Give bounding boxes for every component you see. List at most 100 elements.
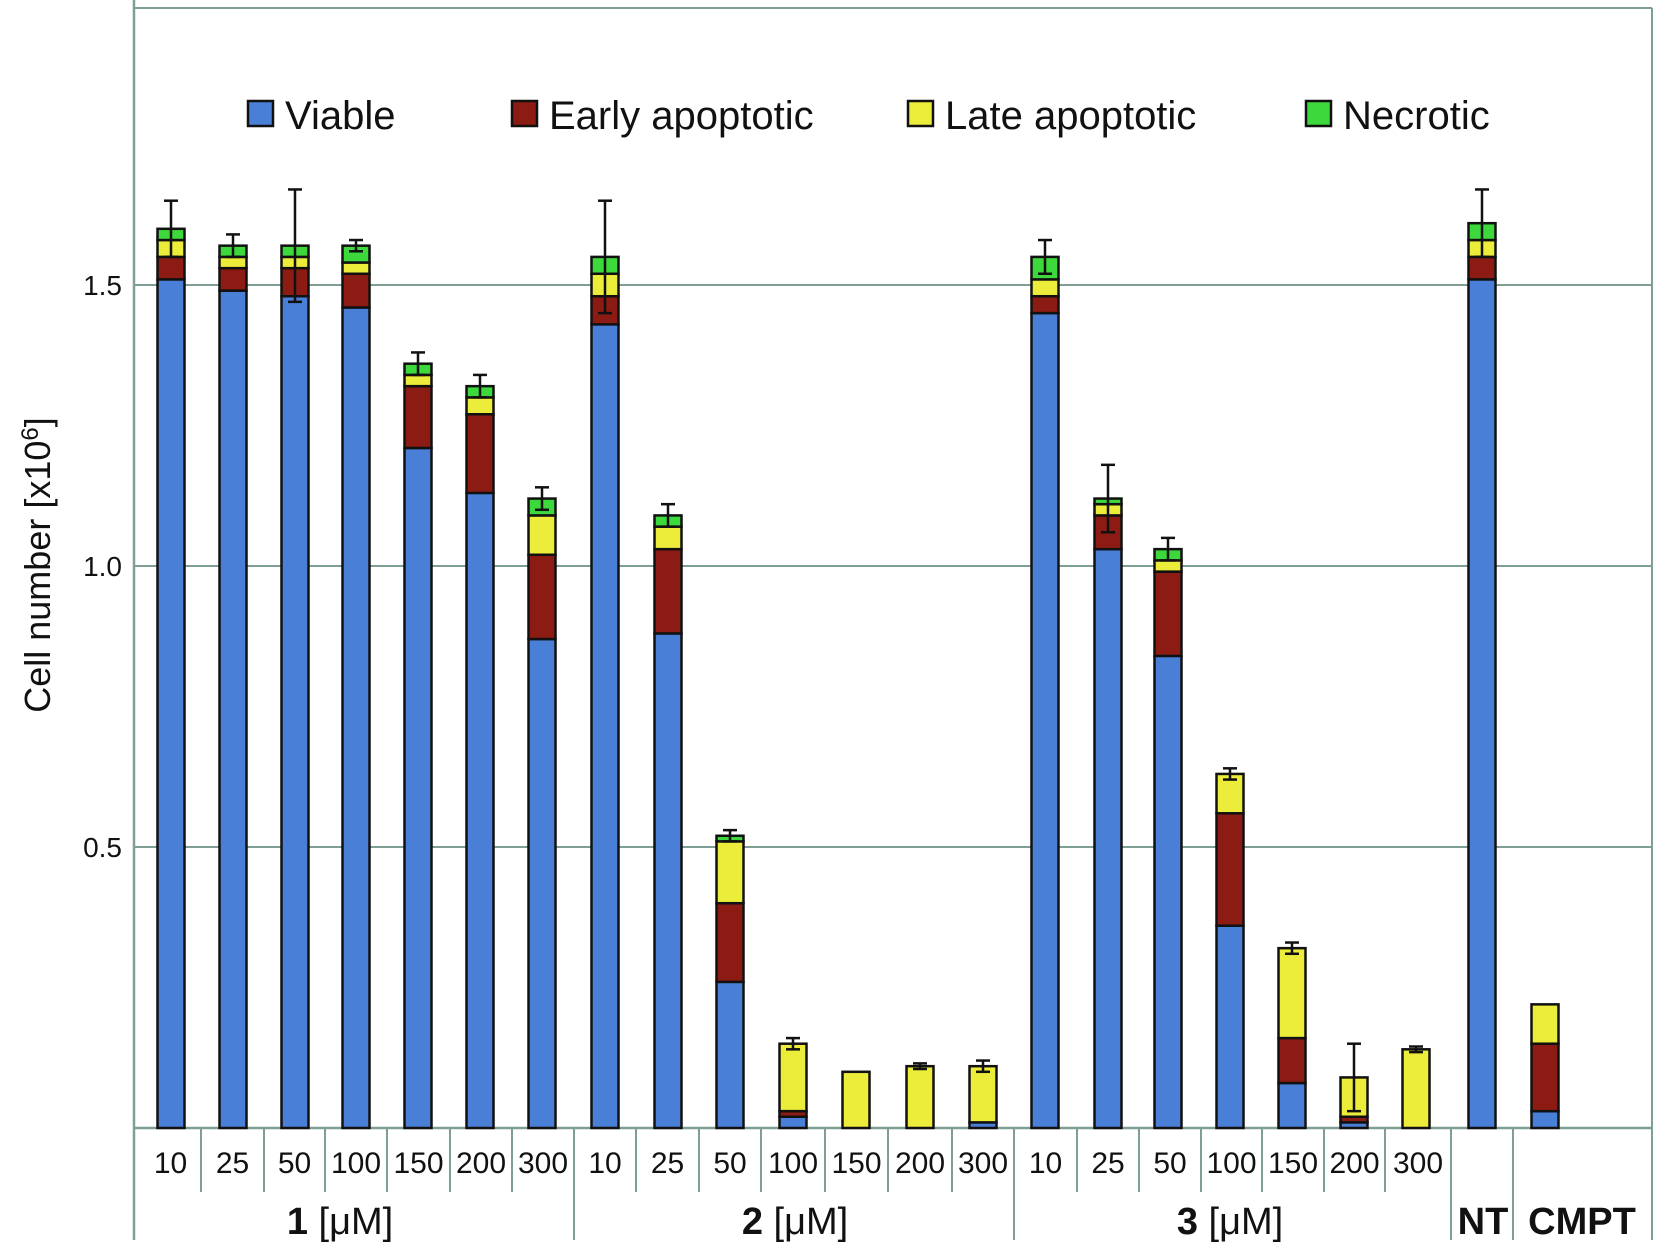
- error-bar-17: [1161, 536, 1175, 562]
- legend-swatch: [246, 99, 275, 128]
- bar-segment-viable: [218, 289, 248, 1130]
- axes: [132, 0, 1653, 1240]
- bar-segment-early-apoptotic: [715, 901, 745, 984]
- bar-stack-14: [968, 1064, 998, 1130]
- group-label-bold: 3: [1177, 1201, 1198, 1243]
- group-label-bold: 2: [742, 1201, 763, 1243]
- legend-label: Early apoptotic: [549, 94, 814, 138]
- error-bar-7: [535, 486, 549, 512]
- bar-stack-17: [1153, 547, 1183, 1130]
- error-bar-3: [288, 188, 302, 304]
- bar-segment-early-apoptotic: [218, 266, 248, 292]
- bar-segment-late-apoptotic: [968, 1064, 998, 1124]
- x-tick-label: 150: [1268, 1147, 1318, 1180]
- error-bar-11: [786, 1036, 800, 1051]
- legend-swatch: [510, 99, 539, 128]
- bar-segment-viable: [1467, 278, 1497, 1130]
- bar-segment-early-apoptotic: [465, 413, 495, 495]
- bar-segment-early-apoptotic: [156, 255, 186, 281]
- x-tick-label: 100: [331, 1147, 381, 1180]
- error-bar-4: [349, 238, 363, 253]
- legend-item-viable: Viable: [246, 94, 395, 138]
- bar-stack-4: [341, 244, 371, 1130]
- error-bar-18: [1223, 767, 1237, 781]
- bar-segment-viable: [403, 446, 433, 1130]
- bar-segment-late-apoptotic: [1030, 278, 1060, 298]
- y-tick-label: 1.0: [83, 551, 122, 582]
- x-tick-label: 25: [1091, 1147, 1124, 1180]
- bar-segment-late-apoptotic: [218, 255, 248, 270]
- group-label-nt: NT: [1458, 1201, 1509, 1243]
- bar-segment-late-apoptotic: [778, 1042, 808, 1113]
- bar-stack-3: [280, 244, 310, 1130]
- bar-segment-viable: [778, 1115, 808, 1130]
- legend-item-early-apoptotic: Early apoptotic: [510, 94, 814, 138]
- bar-stack-23: [1530, 1003, 1560, 1130]
- bar-stack-7: [527, 497, 557, 1130]
- bar-segment-viable: [1030, 311, 1060, 1130]
- bar-stack-18: [1215, 772, 1245, 1130]
- group-label-unit: [μM]: [763, 1201, 848, 1243]
- bar-segment-early-apoptotic: [1153, 570, 1183, 658]
- group-label-1: 1 [μM]: [287, 1201, 393, 1243]
- error-bar-8: [598, 199, 612, 315]
- error-bar-14: [976, 1059, 990, 1074]
- group-label-bold: NT: [1458, 1201, 1509, 1243]
- bar-stack-6: [465, 384, 495, 1130]
- y-tick-label: 1.5: [83, 270, 122, 301]
- bar-segment-viable: [341, 306, 371, 1130]
- bar-segment-late-apoptotic: [715, 840, 745, 905]
- x-tick-label: 150: [393, 1147, 443, 1180]
- bar-stack-10: [715, 834, 745, 1130]
- bar-segment-viable: [156, 278, 186, 1130]
- bar-stack-19: [1277, 946, 1307, 1130]
- bar-segment-viable: [1277, 1081, 1307, 1130]
- x-tick-label: 200: [895, 1147, 945, 1180]
- bar-segment-late-apoptotic: [905, 1064, 935, 1130]
- y-axis-title: Cell number [x106]: [17, 417, 58, 713]
- y-tick-label: 0.5: [83, 832, 122, 863]
- bar-segment-viable: [590, 323, 620, 1130]
- bar-segment-viable: [653, 632, 683, 1130]
- legend-item-necrotic: Necrotic: [1304, 94, 1490, 138]
- x-tick-label: 300: [518, 1147, 568, 1180]
- bar-segment-late-apoptotic: [1530, 1003, 1560, 1045]
- bar-stack-1: [156, 227, 186, 1130]
- gridlines: [134, 284, 1652, 848]
- x-tick-label: 200: [456, 1147, 506, 1180]
- legend-label: Viable: [285, 94, 395, 138]
- x-tick-label: 25: [651, 1147, 684, 1180]
- x-tick-label: 100: [768, 1147, 818, 1180]
- bar-segment-early-apoptotic: [403, 384, 433, 450]
- x-tick-label: 200: [1329, 1147, 1379, 1180]
- legend-label: Necrotic: [1343, 94, 1490, 138]
- x-tick-label: 10: [1029, 1147, 1062, 1180]
- bar-stack-15: [1030, 255, 1060, 1130]
- bar-segment-early-apoptotic: [1530, 1042, 1560, 1113]
- y-axis-labels: 0.5 1.0 1.5: [83, 270, 122, 863]
- error-bar-16: [1101, 463, 1115, 534]
- bars: [156, 221, 1560, 1130]
- bar-stack-8: [590, 255, 620, 1130]
- bar-segment-early-apoptotic: [527, 553, 557, 641]
- bar-stack-21: [1401, 1048, 1431, 1130]
- group-label-unit: [μM]: [308, 1201, 393, 1243]
- bar-stack-9: [653, 514, 683, 1130]
- bar-segment-late-apoptotic: [1153, 559, 1183, 573]
- error-bar-21: [1409, 1045, 1423, 1054]
- bar-segment-viable: [465, 491, 495, 1130]
- y-axis-title-main: Cell number [x10: [17, 441, 58, 713]
- error-bar-20: [1347, 1042, 1361, 1113]
- group-label-unit: [μM]: [1198, 1201, 1283, 1243]
- legend-swatch: [1304, 99, 1333, 128]
- error-bar-19: [1285, 941, 1299, 956]
- error-bar-13: [913, 1062, 927, 1071]
- bar-segment-late-apoptotic: [841, 1070, 871, 1130]
- bar-segment-viable: [715, 980, 745, 1130]
- error-bar-9: [661, 502, 675, 528]
- error-bar-1: [164, 199, 178, 259]
- x-tick-label: 10: [154, 1147, 187, 1180]
- bar-stack-16: [1093, 497, 1123, 1130]
- legend-item-late-apoptotic: Late apoptotic: [906, 94, 1196, 138]
